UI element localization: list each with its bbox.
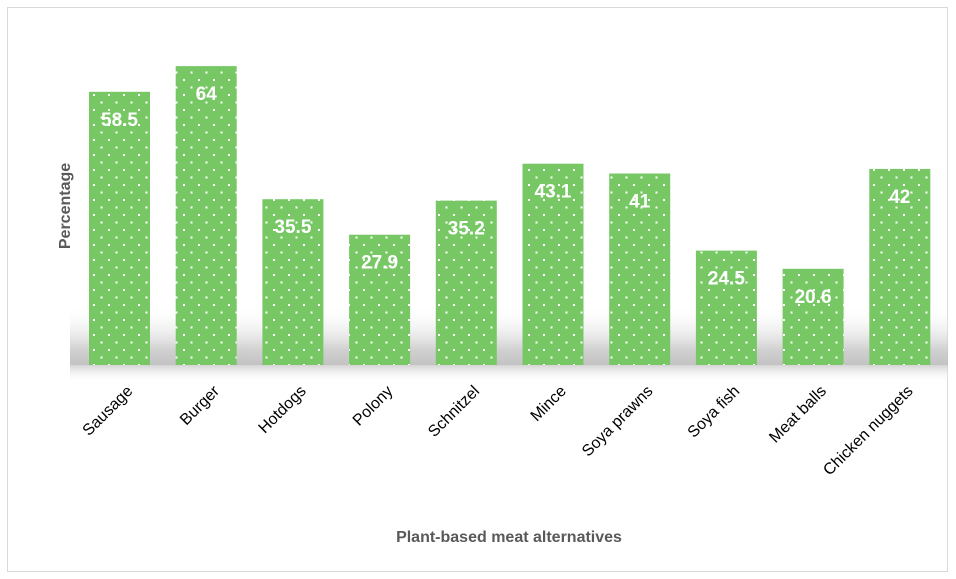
bar-burger xyxy=(175,66,237,365)
data-label: 35.5 xyxy=(274,217,311,238)
bar-soya-prawns xyxy=(609,173,671,365)
x-tick-label: Polony xyxy=(350,383,397,430)
x-tick-label: Schnitzel xyxy=(425,383,483,441)
bar-polony xyxy=(349,234,411,365)
x-tick-label: Chicken nuggets xyxy=(820,383,916,479)
x-tick-label: Soya fish xyxy=(685,383,744,442)
data-label: 35.2 xyxy=(448,219,485,240)
data-label: 42 xyxy=(889,187,910,208)
x-axis-title: Plant-based meat alternatives xyxy=(396,529,622,546)
bar-schnitzel xyxy=(435,200,497,365)
x-tick-label: Sausage xyxy=(80,383,137,440)
y-axis-title: Percentage xyxy=(57,163,74,249)
data-label: 24.5 xyxy=(708,269,745,290)
x-tick-label: Hotdogs xyxy=(256,383,310,437)
bar-hotdogs xyxy=(262,199,324,365)
data-label: 27.9 xyxy=(361,253,398,274)
bar-mince xyxy=(522,163,584,365)
x-tick-label: Soya prawns xyxy=(579,383,656,460)
data-label: 58.5 xyxy=(101,110,138,131)
bar-sausage xyxy=(89,91,150,366)
bar-chicken-nuggets xyxy=(869,168,931,365)
x-tick-label: Mince xyxy=(528,383,570,425)
floor-shadow-lower xyxy=(70,365,948,383)
data-label: 43.1 xyxy=(535,182,572,203)
bar-soya-fish xyxy=(695,250,757,365)
bar-meat-balls xyxy=(782,268,844,365)
data-label: 20.6 xyxy=(795,287,832,308)
x-tick-label: Burger xyxy=(177,382,223,428)
x-tick-label: Meat balls xyxy=(766,383,830,447)
data-label: 64 xyxy=(196,84,218,105)
data-label: 41 xyxy=(629,192,651,213)
